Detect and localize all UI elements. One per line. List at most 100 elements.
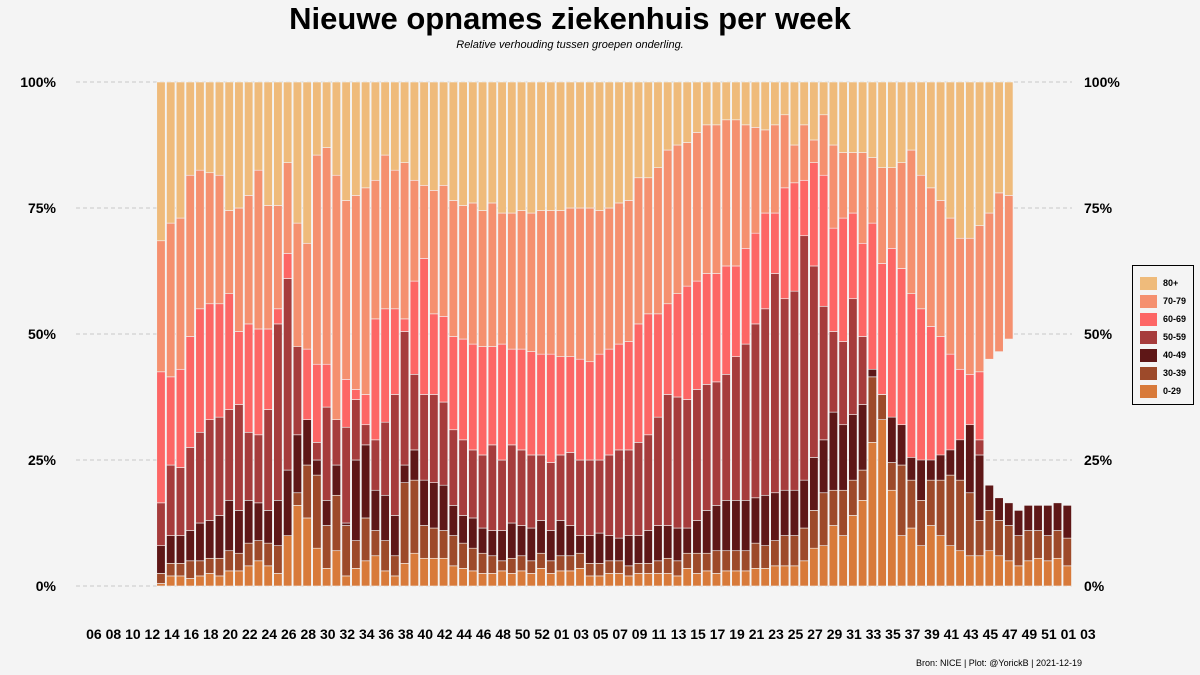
bar-segment-80plus (887, 81, 897, 168)
bar-segment-40-49 (604, 535, 614, 562)
bar-segment-60-69 (497, 343, 507, 461)
bar-segment-0-29 (750, 568, 760, 587)
bar-segment-80plus (234, 81, 244, 209)
bar-segment-0-29 (731, 570, 741, 587)
bar-segment-50-59 (672, 396, 682, 529)
bar-segment-40-49 (361, 444, 371, 519)
bar-segment-40-49 (643, 530, 653, 564)
bar-segment-50-59 (166, 464, 176, 536)
bar-segment-60-69 (185, 336, 195, 448)
bar-segment-40-49 (1023, 505, 1033, 531)
bar-segment-50-59 (614, 449, 624, 539)
x-tick-label: 35 (885, 626, 901, 642)
bar-segment-40-49 (750, 497, 760, 544)
bar-segment-50-59 (224, 409, 234, 501)
bar-segment-50-59 (721, 374, 731, 501)
bar-segment-60-69 (916, 308, 926, 461)
x-tick-label: 42 (437, 626, 453, 642)
bar-segment-60-69 (702, 273, 712, 385)
legend-item-0-29: 0-29 (1140, 385, 1192, 398)
bar-segment-50-59 (361, 424, 371, 446)
bar-segment-80plus (195, 81, 205, 171)
bar-segment-40-49 (1033, 505, 1043, 531)
bar-segment-40-49 (263, 510, 273, 544)
x-tick-label: 01 (554, 626, 570, 642)
x-tick-label: 19 (729, 626, 745, 642)
bar-segment-0-29 (536, 568, 546, 587)
bar-segment-80plus (877, 81, 887, 168)
bar-segment-70-79 (711, 124, 721, 274)
bar-segment-80plus (429, 81, 439, 191)
bar-segment-40-49 (1004, 502, 1014, 526)
bar-segment-80plus (244, 81, 254, 196)
bar-segment-40-49 (195, 522, 205, 562)
bar-segment-70-79 (195, 169, 205, 310)
bar-segment-40-49 (234, 510, 244, 554)
bar-segment-80plus (760, 81, 770, 131)
bar-segment-40-49 (273, 500, 283, 546)
bar-segment-30-39 (263, 542, 273, 567)
bar-segment-80plus (604, 81, 614, 209)
bar-segment-50-59 (507, 444, 517, 524)
legend-item-60-69: 60-69 (1140, 313, 1192, 326)
x-tick-label: 36 (378, 626, 394, 642)
bar-segment-0-29 (487, 573, 497, 587)
bar-segment-30-39 (682, 552, 692, 569)
bar-segment-0-29 (283, 530, 293, 587)
bar-segment-0-29 (945, 545, 955, 587)
bar-segment-60-69 (409, 280, 419, 375)
bar-segment-70-79 (916, 174, 926, 310)
bar-segment-80plus (867, 81, 877, 158)
bar-segment-60-69 (526, 351, 536, 456)
bar-segment-70-79 (263, 205, 273, 330)
x-tick-label: 34 (359, 626, 375, 642)
bar-segment-70-79 (526, 212, 536, 352)
legend-item-80plus: 80+ (1140, 277, 1192, 290)
bar-segment-0-29 (877, 419, 887, 587)
bar-segment-70-79 (429, 190, 439, 315)
legend-swatch (1140, 295, 1157, 308)
bar-segment-70-79 (799, 124, 809, 181)
bar-segment-30-39 (448, 535, 458, 567)
bar-segment-0-29 (926, 525, 936, 587)
bar-segment-0-29 (409, 552, 419, 587)
legend-item-50-59: 50-59 (1140, 331, 1192, 344)
bar-segment-0-29 (322, 568, 332, 587)
bar-segment-0-29 (1043, 560, 1053, 587)
bar-segment-80plus (351, 81, 361, 196)
bar-segment-40-49 (507, 522, 517, 559)
bar-segment-40-49 (858, 404, 868, 471)
bar-segment-70-79 (234, 207, 244, 332)
y-tick-label-left: 75% (28, 200, 57, 216)
bar-segment-80plus (594, 81, 605, 211)
bar-segment-80plus (312, 81, 322, 156)
bar-segment-80plus (789, 81, 799, 146)
bar-segment-0-29 (692, 573, 702, 587)
bar-segment-50-59 (478, 454, 488, 529)
bar-segment-50-59 (487, 444, 497, 531)
y-tick-label-left: 100% (20, 74, 56, 90)
x-tick-label: 03 (1080, 626, 1096, 642)
bar-segment-70-79 (380, 154, 390, 310)
bar-segment-80plus (741, 81, 751, 126)
bar-segment-0-29 (633, 573, 644, 587)
bar-segment-60-69 (731, 265, 741, 357)
bar-segment-40-49 (692, 520, 702, 554)
bar-segment-30-39 (819, 492, 829, 546)
legend-swatch (1140, 349, 1157, 362)
bar-segment-40-49 (409, 449, 419, 481)
x-tick-label: 10 (125, 626, 141, 642)
bar-segment-0-29 (205, 573, 215, 587)
bar-segment-0-29 (682, 568, 692, 587)
bar-segment-40-49 (994, 497, 1004, 521)
bar-segment-50-59 (292, 336, 302, 436)
bar-segment-60-69 (741, 248, 751, 345)
bar-segment-60-69 (400, 318, 410, 332)
bar-segment-0-29 (760, 568, 770, 587)
bar-segment-80plus (692, 81, 702, 133)
bar-segment-40-49 (1014, 510, 1024, 536)
bar-segment-40-49 (984, 484, 994, 511)
bar-segment-80plus (721, 81, 731, 121)
bar-segment-80plus (517, 81, 527, 211)
bar-segment-50-59 (214, 416, 224, 516)
